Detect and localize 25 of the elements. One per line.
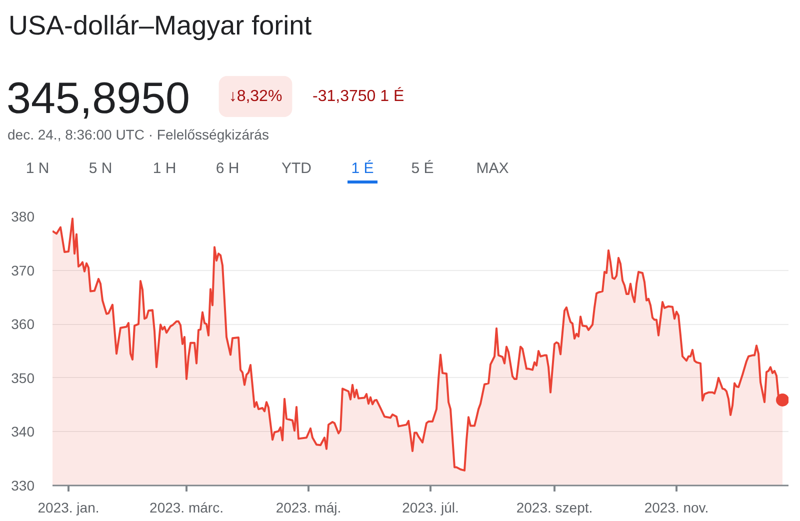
text: 1 N xyxy=(26,160,50,177)
text: 6 H xyxy=(216,160,240,177)
text: -31,3750 1 É xyxy=(312,87,404,105)
text: ↓8,32% xyxy=(228,88,282,105)
text: 1 É xyxy=(351,159,374,177)
y-tick-label: 380 xyxy=(11,208,35,224)
y-tick-label: 350 xyxy=(11,370,35,386)
text: MAX xyxy=(476,160,509,177)
y-tick-label: 330 xyxy=(11,478,35,494)
y-tick-label: 370 xyxy=(11,262,35,278)
text: dec. 24., 8:36:00 UTC · Felelősségkizárás xyxy=(8,126,269,142)
chart-subtitle: 345,8950 xyxy=(6,74,190,123)
x-tick-label: 2023. szept. xyxy=(516,500,593,516)
text: 1 H xyxy=(152,160,176,177)
x-tick-label: 2023. márc. xyxy=(150,500,224,516)
text: 5 N xyxy=(88,160,112,177)
x-tick-label: 2023. máj. xyxy=(276,500,342,516)
x-tick-label: 2023. nov. xyxy=(644,500,709,516)
text: 5 É xyxy=(411,159,434,177)
y-tick-label: 360 xyxy=(11,316,35,332)
text: YTD xyxy=(282,160,312,177)
x-tick-label: 2023. júl. xyxy=(402,500,459,516)
chart-title: USA-dollár–Magyar forint xyxy=(8,10,312,40)
x-tick-label: 2023. jan. xyxy=(38,500,100,516)
y-tick-label: 340 xyxy=(11,424,35,440)
